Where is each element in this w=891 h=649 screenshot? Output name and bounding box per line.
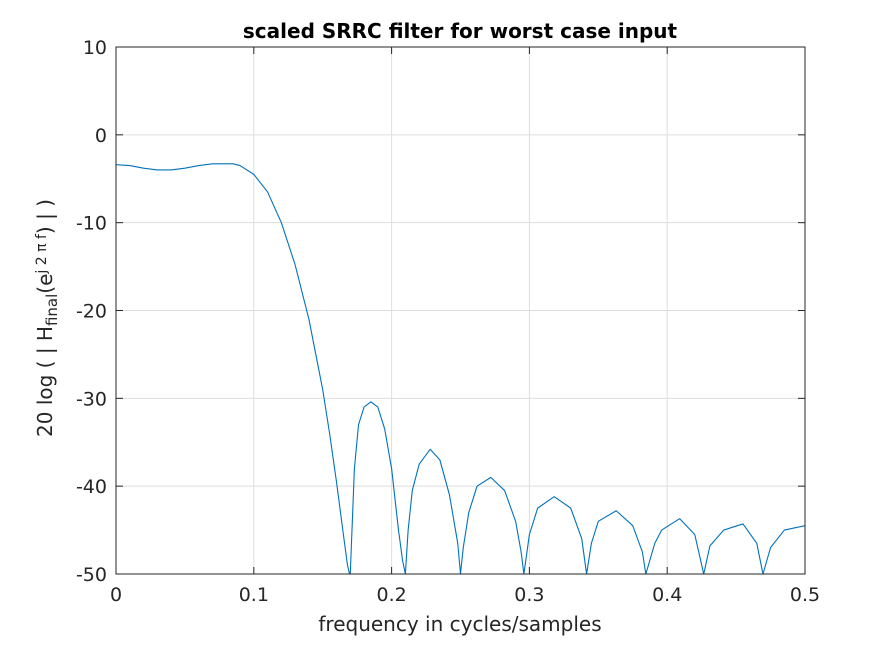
y-tick-label: 0 — [95, 125, 107, 147]
x-tick-labels: 0 0.1 0.2 0.3 0.4 0.5 — [110, 584, 820, 606]
y-label-suffix: ) | ) — [33, 199, 57, 234]
y-tick-label: -10 — [76, 213, 107, 235]
x-tick-label: 0.3 — [514, 584, 544, 606]
x-tick-label: 0.2 — [376, 584, 406, 606]
y-label-superscript: j 2 π f — [34, 233, 50, 275]
x-tick-label: 0.5 — [790, 584, 820, 606]
y-tick-label: -30 — [76, 388, 107, 410]
x-tick-label: 0.1 — [239, 584, 269, 606]
y-label-subscript: final — [43, 294, 61, 326]
x-tick-label: 0 — [110, 584, 122, 606]
y-tick-label: -20 — [76, 301, 107, 323]
tick-marks — [115, 46, 806, 575]
y-label-prefix: 20 log ( | H — [33, 326, 57, 437]
y-tick-label: -40 — [76, 476, 107, 498]
y-axis-label: 20 log ( | Hfinal(ej 2 π f) | ) — [33, 199, 61, 437]
y-tick-labels: -50 -40 -30 -20 -10 0 10 — [76, 37, 107, 586]
y-tick-label: 10 — [83, 37, 107, 59]
series-line — [116, 163, 805, 574]
y-tick-label: -50 — [76, 564, 107, 586]
series-layer — [116, 163, 805, 574]
x-axis-label: frequency in cycles/samples — [318, 612, 601, 636]
y-label-middle: (e — [33, 274, 57, 294]
grid-lines — [116, 47, 805, 574]
x-tick-label: 0.4 — [652, 584, 682, 606]
chart-title: scaled SRRC filter for worst case input — [243, 19, 678, 43]
